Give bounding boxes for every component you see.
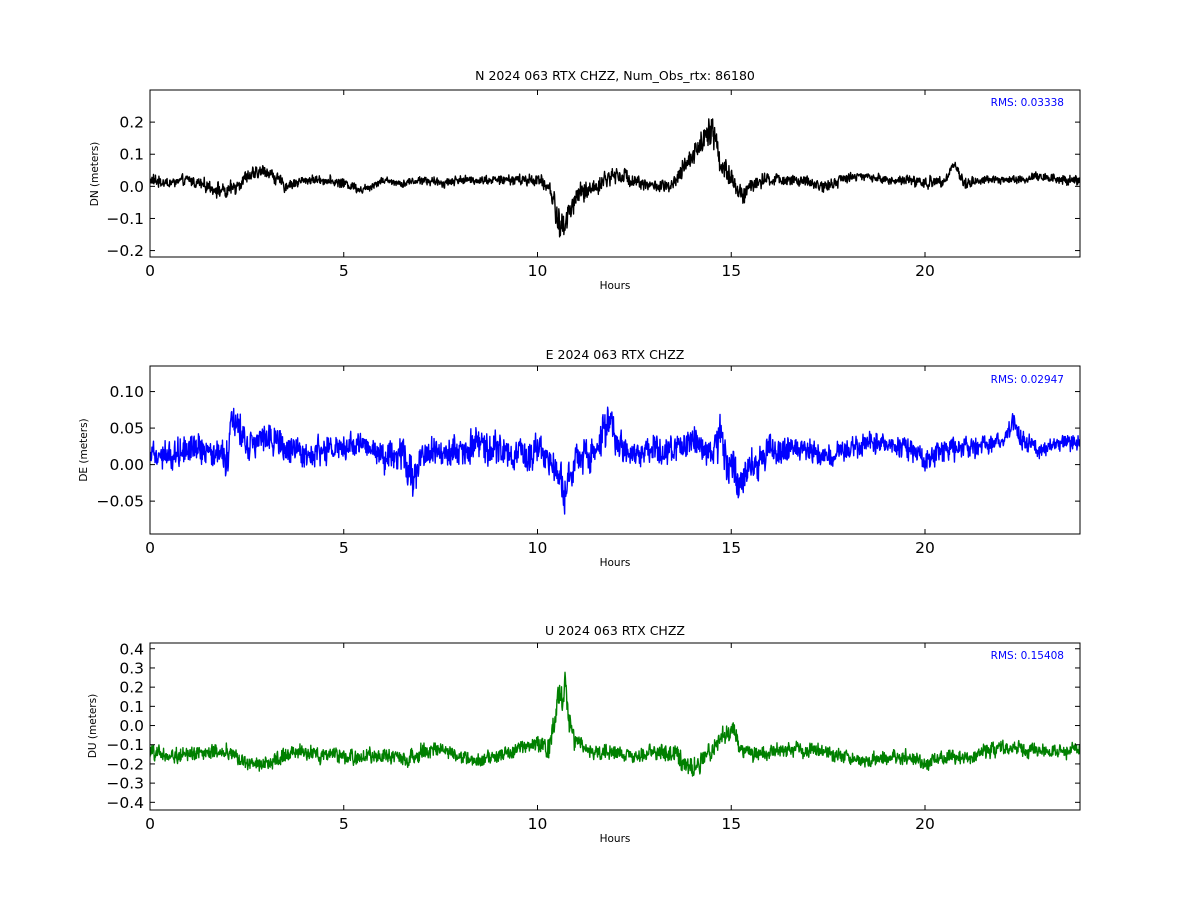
up-y-tick-label: −0.4 xyxy=(106,794,144,812)
north-ylabel: DN (meters) xyxy=(89,142,101,207)
east-panel: E 2024 063 RTX CHZZ DE (meters) Hours RM… xyxy=(78,347,1081,569)
up-panel: U 2024 063 RTX CHZZ DU (meters) Hours RM… xyxy=(87,623,1081,845)
up-y-tick-label: −0.2 xyxy=(106,755,144,773)
up-y-tick-label: −0.3 xyxy=(106,775,144,793)
up-y-tick-label: 0.2 xyxy=(119,679,144,697)
up-series-trace xyxy=(150,671,1080,777)
north-y-tick-label: −0.1 xyxy=(106,210,144,228)
east-y-tick-label: 0.05 xyxy=(109,420,144,438)
east-rms-annotation: RMS: 0.02947 xyxy=(991,374,1064,386)
up-rms-annotation: RMS: 0.15408 xyxy=(991,650,1064,662)
north-axes-frame xyxy=(149,89,1081,258)
up-x-tick-label: 20 xyxy=(915,815,935,833)
north-y-tick-label: 0.2 xyxy=(119,114,144,132)
north-y-tick-label: −0.2 xyxy=(106,242,144,260)
east-x-tick-label: 5 xyxy=(339,539,349,557)
up-xlabel: Hours xyxy=(600,833,631,845)
east-xlabel: Hours xyxy=(600,557,631,569)
north-x-tick-label: 10 xyxy=(528,262,548,280)
up-y-tick-label: 0.3 xyxy=(119,659,144,677)
east-x-tick-label: 0 xyxy=(145,539,155,557)
up-x-tick-label: 5 xyxy=(339,815,349,833)
north-x-tick-label: 20 xyxy=(915,262,935,280)
north-panel: N 2024 063 RTX CHZZ, Num_Obs_rtx: 86180 … xyxy=(89,68,1081,292)
north-x-tick-label: 5 xyxy=(339,262,349,280)
north-xlabel: Hours xyxy=(600,280,631,292)
north-series-trace xyxy=(150,118,1080,238)
north-title: N 2024 063 RTX CHZZ, Num_Obs_rtx: 86180 xyxy=(475,68,755,83)
north-x-tick-label: 0 xyxy=(145,262,155,280)
up-y-tick-label: 0.1 xyxy=(119,698,144,716)
up-title: U 2024 063 RTX CHZZ xyxy=(545,623,685,638)
up-y-tick-label: −0.1 xyxy=(106,736,144,754)
east-x-tick-label: 15 xyxy=(721,539,741,557)
up-ylabel: DU (meters) xyxy=(87,694,99,758)
east-series-trace xyxy=(150,406,1080,515)
east-axes-frame xyxy=(149,365,1081,535)
up-y-tick-label: 0.4 xyxy=(119,640,144,658)
east-x-tick-label: 20 xyxy=(915,539,935,557)
north-y-tick-label: 0.1 xyxy=(119,146,144,164)
up-x-tick-label: 15 xyxy=(721,815,741,833)
up-y-tick-label: 0.0 xyxy=(119,717,144,735)
east-y-tick-label: 0.00 xyxy=(109,456,144,474)
east-title: E 2024 063 RTX CHZZ xyxy=(546,347,685,362)
up-x-tick-label: 10 xyxy=(528,815,548,833)
east-y-tick-label: −0.05 xyxy=(97,493,145,511)
north-rms-annotation: RMS: 0.03338 xyxy=(991,97,1064,109)
east-x-tick-label: 10 xyxy=(528,539,548,557)
up-axes-frame xyxy=(149,642,1081,811)
east-ylabel: DE (meters) xyxy=(78,418,90,481)
north-y-tick-label: 0.0 xyxy=(119,178,144,196)
east-y-tick-label: 0.10 xyxy=(109,383,144,401)
up-x-tick-label: 0 xyxy=(145,815,155,833)
north-x-tick-label: 15 xyxy=(721,262,741,280)
